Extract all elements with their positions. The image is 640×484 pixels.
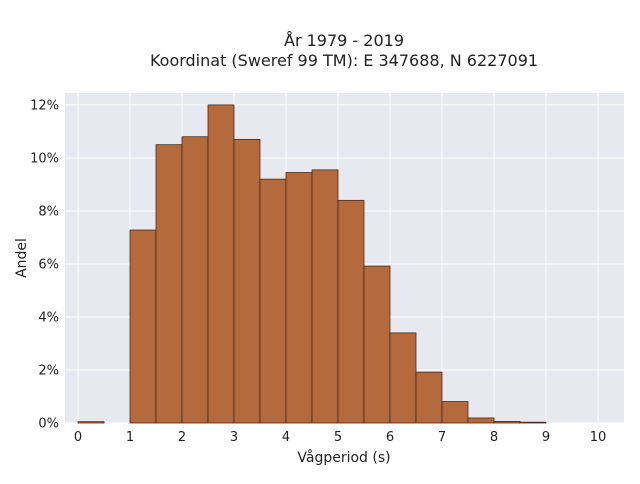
histogram-bar	[207, 104, 235, 424]
histogram-bar	[77, 421, 105, 424]
x-tick-label: 7	[438, 430, 446, 445]
histogram-bar	[285, 172, 313, 424]
histogram-bar	[181, 136, 209, 424]
x-tick-label: 3	[230, 430, 238, 445]
histogram-bar	[155, 144, 183, 424]
histogram-bar	[129, 229, 157, 424]
y-tick-label: 12%	[30, 98, 59, 113]
histogram-bar	[467, 417, 495, 424]
y-tick-label: 2%	[38, 363, 59, 378]
y-axis-label: Andel	[14, 238, 30, 278]
chart-title-line-1: År 1979 - 2019	[284, 31, 404, 50]
y-tick-label: 10%	[30, 151, 59, 166]
histogram-bar	[415, 371, 443, 424]
x-tick-label: 0	[74, 430, 82, 445]
histogram-bar	[233, 138, 261, 424]
plot-area: 0 1 2 3 4 5 6 7 8 9 10 0% 2% 4% 6% 8% 10% 12%	[30, 93, 624, 445]
x-tick-label: 6	[386, 430, 394, 445]
histogram-bar	[311, 169, 339, 424]
x-tick-label: 4	[282, 430, 290, 445]
x-tick-label: 1	[126, 430, 134, 445]
x-tick-label: 2	[178, 430, 186, 445]
x-axis-label: Vågperiod (s)	[297, 449, 390, 466]
x-tick-label: 8	[490, 430, 498, 445]
histogram-bar	[363, 265, 391, 424]
chart-title-line-2: Koordinat (Sweref 99 TM): E 347688, N 62…	[150, 51, 538, 70]
histogram-bar	[519, 421, 547, 424]
x-tick-label: 5	[334, 430, 342, 445]
histogram-bar	[441, 401, 469, 424]
histogram-bar	[493, 421, 521, 424]
histogram-bar	[259, 178, 287, 424]
x-tick-label: 10	[590, 430, 607, 445]
y-tick-label: 8%	[38, 204, 59, 219]
y-tick-label: 0%	[38, 417, 59, 432]
histogram-bar	[337, 199, 365, 424]
histogram-bar	[389, 332, 417, 424]
y-tick-label: 4%	[38, 310, 59, 325]
x-tick-label: 9	[542, 430, 550, 445]
y-tick-label: 6%	[38, 257, 59, 272]
